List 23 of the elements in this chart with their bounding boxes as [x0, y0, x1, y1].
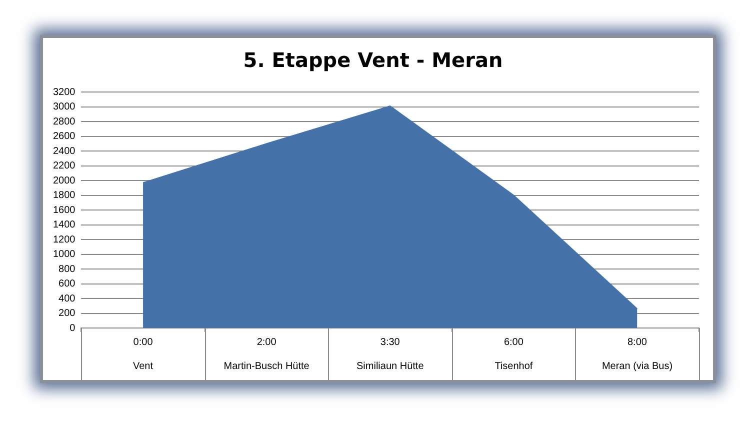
y-tick-label: 2200 — [52, 160, 76, 172]
category-label: 0:00 Vent — [133, 336, 154, 372]
y-tick-label: 1000 — [52, 249, 76, 260]
y-tick-label: 1800 — [52, 190, 76, 201]
category-label: 8:00 Meran (via Bus) — [602, 336, 673, 372]
y-tick-label: 1600 — [52, 204, 76, 216]
chart-title: 5. Etappe Vent - Meran — [243, 48, 503, 72]
category-label: 2:00 Martin-Busch Hütte — [224, 336, 310, 372]
y-tick-label: 800 — [58, 264, 76, 275]
y-tick-label: 400 — [58, 293, 76, 304]
category-label: 6:00 Tisenhof — [494, 336, 533, 372]
y-tick-label: 1400 — [52, 220, 76, 230]
y-tick-label: 1200 — [52, 234, 76, 246]
y-tick-label: 200 — [58, 308, 76, 319]
y-tick-label: 600 — [58, 278, 76, 290]
y-tick-label: 3000 — [52, 102, 76, 112]
y-tick-label: 0 — [70, 322, 76, 334]
y-tick-label: 2800 — [52, 116, 76, 128]
y-tick-label: 2400 — [52, 146, 76, 157]
y-tick-label: 3200 — [52, 86, 76, 98]
y-tick-label: 2600 — [52, 131, 76, 142]
y-tick-label: 2000 — [52, 175, 76, 186]
category-label: 3:30 Similiaun Hütte — [356, 336, 424, 372]
